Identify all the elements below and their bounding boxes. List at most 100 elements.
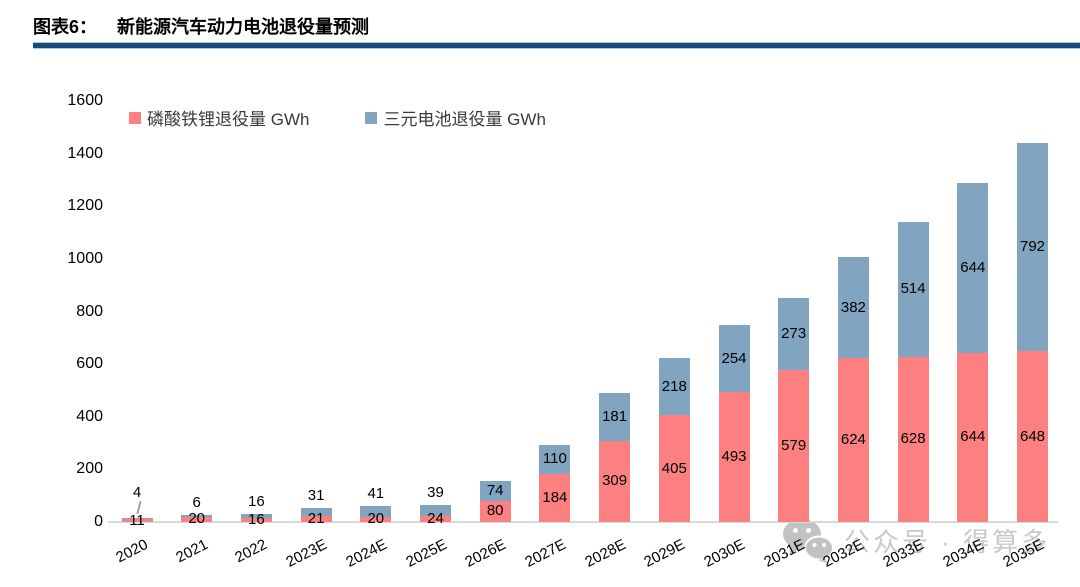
bar-segment-ternary — [360, 505, 392, 517]
title-divider-rule — [33, 42, 1080, 49]
data-label-lfp: 11 — [129, 511, 145, 529]
x-axis-category-label: 2029E — [641, 536, 689, 571]
y-axis-tick-label: 1000 — [67, 249, 103, 267]
data-label-ternary: 514 — [900, 280, 926, 298]
y-axis-tick-label: 400 — [76, 407, 103, 425]
data-label-ternary: 6 — [192, 494, 201, 512]
bar-segment-lfp — [599, 440, 631, 522]
bar-segment-lfp — [479, 500, 511, 522]
x-axis-category-label: 2030E — [701, 536, 748, 571]
data-label-lfp: 648 — [1019, 427, 1046, 445]
x-axis-category-label: 2028E — [581, 536, 629, 571]
x-axis-category-label: 2023E — [283, 536, 330, 571]
data-label-ternary: 39 — [427, 484, 444, 502]
data-label-ternary: 16 — [248, 492, 265, 510]
data-label-lfp: 624 — [840, 430, 866, 448]
bar-segment-lfp — [957, 352, 989, 522]
legend-label-ternary: 三元电池退役量 GWh — [383, 110, 546, 129]
data-label-lfp: 579 — [781, 436, 807, 454]
data-label-lfp: 21 — [307, 510, 325, 528]
legend-item-ternary: 三元电池退役量 GWh — [365, 105, 546, 130]
x-axis-category-label: 2026E — [462, 536, 509, 571]
legend-swatch-lfp — [129, 111, 141, 124]
bar-segment-lfp — [240, 517, 272, 522]
data-label-lfp: 80 — [486, 502, 504, 520]
x-axis-category-label: 2020 — [113, 536, 151, 567]
bar-segment-ternary — [420, 505, 451, 516]
data-label-lfp: 184 — [542, 488, 568, 506]
x-axis-category-label: 2034E — [940, 536, 987, 571]
bar-segment-ternary — [718, 325, 750, 393]
data-label-lfp: 309 — [602, 472, 628, 490]
x-axis-category-label: 2021 — [172, 536, 211, 567]
bar-segment-ternary — [837, 257, 869, 358]
x-axis-category-label: 2024E — [343, 536, 390, 571]
data-label-ternary: 254 — [721, 349, 747, 367]
data-label-lfp: 628 — [900, 430, 926, 448]
data-label-ternary: 4 — [132, 484, 142, 502]
bar-segment-ternary — [240, 513, 272, 518]
bar-segment-ternary — [479, 481, 511, 501]
bar-segment-lfp — [718, 392, 750, 522]
watermark-text: 公众号 · 得算多 — [844, 527, 1051, 557]
data-label-lfp: 16 — [248, 510, 265, 528]
bar-segment-ternary — [539, 444, 571, 474]
bar-segment-lfp — [420, 515, 451, 522]
wechat-icon — [783, 519, 834, 564]
bar-segment-lfp — [1017, 351, 1048, 522]
bar-segment-lfp — [539, 473, 571, 522]
data-label-ternary: 181 — [602, 407, 628, 425]
data-label-ternary: 110 — [542, 450, 567, 468]
data-label-lfp: 405 — [661, 459, 687, 477]
bar-segment-ternary — [778, 297, 810, 370]
data-label-ternary: 792 — [1019, 238, 1046, 256]
watermark: 公众号 · 得算多 — [781, 517, 1050, 564]
y-axis-tick-label: 1400 — [67, 144, 103, 162]
x-axis-category-label: 2025E — [402, 536, 450, 571]
bar-segment-ternary — [121, 518, 153, 520]
chart-header: 图表6： 新能源汽车动力电池退役量预测 — [33, 13, 369, 39]
bar-segment-lfp — [181, 516, 213, 522]
data-label-ternary: 74 — [486, 482, 504, 500]
legend-item-lfp: 磷酸铁锂退役量 GWh — [129, 105, 309, 130]
bar-segment-ternary — [957, 183, 989, 353]
y-axis-tick-label: 0 — [94, 513, 103, 530]
y-axis-tick-label: 200 — [76, 460, 103, 478]
bar-segment-lfp — [897, 356, 929, 522]
data-label-lfp: 20 — [188, 510, 206, 528]
bar-segment-lfp — [778, 369, 810, 522]
x-axis-category-label: 2022 — [232, 536, 271, 567]
x-axis-category-label: 2033E — [880, 536, 927, 571]
data-label-lfp: 20 — [367, 510, 385, 528]
data-label-lfp: 24 — [427, 509, 444, 527]
x-axis-category-label: 2027E — [522, 536, 569, 571]
data-label-ternary: 31 — [307, 487, 325, 505]
data-label-ternary: 273 — [781, 324, 807, 342]
bar-segment-lfp — [837, 357, 869, 522]
bar-segment-lfp — [658, 415, 690, 522]
x-axis-category-label: 2035E — [999, 536, 1047, 571]
bar-segment-ternary — [897, 221, 929, 357]
x-axis-line — [108, 521, 1058, 523]
y-axis-tick-label: 600 — [76, 355, 103, 373]
y-axis-tick-label: 1200 — [67, 197, 103, 215]
bar-segment-ternary — [658, 358, 690, 416]
data-label-ternary: 382 — [840, 298, 866, 316]
chart-title: 新能源汽车动力电池退役量预测 — [117, 17, 370, 37]
data-label-ternary: 41 — [367, 484, 385, 502]
data-label-ternary: 644 — [960, 258, 986, 276]
bar-segment-lfp — [360, 516, 392, 522]
y-axis-tick-label: 1600 — [67, 92, 103, 109]
bar-segment-ternary — [599, 393, 631, 441]
data-label-lfp: 493 — [721, 448, 747, 466]
bar-segment-lfp — [121, 519, 153, 522]
y-axis-tick-label: 800 — [76, 302, 103, 320]
x-axis-category-label: 2031E — [761, 536, 808, 571]
data-label-ternary: 218 — [661, 377, 687, 395]
chart-legend: 磷酸铁锂退役量 GWh 三元电池退役量 GWh — [129, 105, 546, 130]
bar-segment-ternary — [1017, 143, 1048, 352]
bar-segment-ternary — [181, 515, 213, 517]
x-axis-category-label: 2032E — [820, 536, 868, 571]
